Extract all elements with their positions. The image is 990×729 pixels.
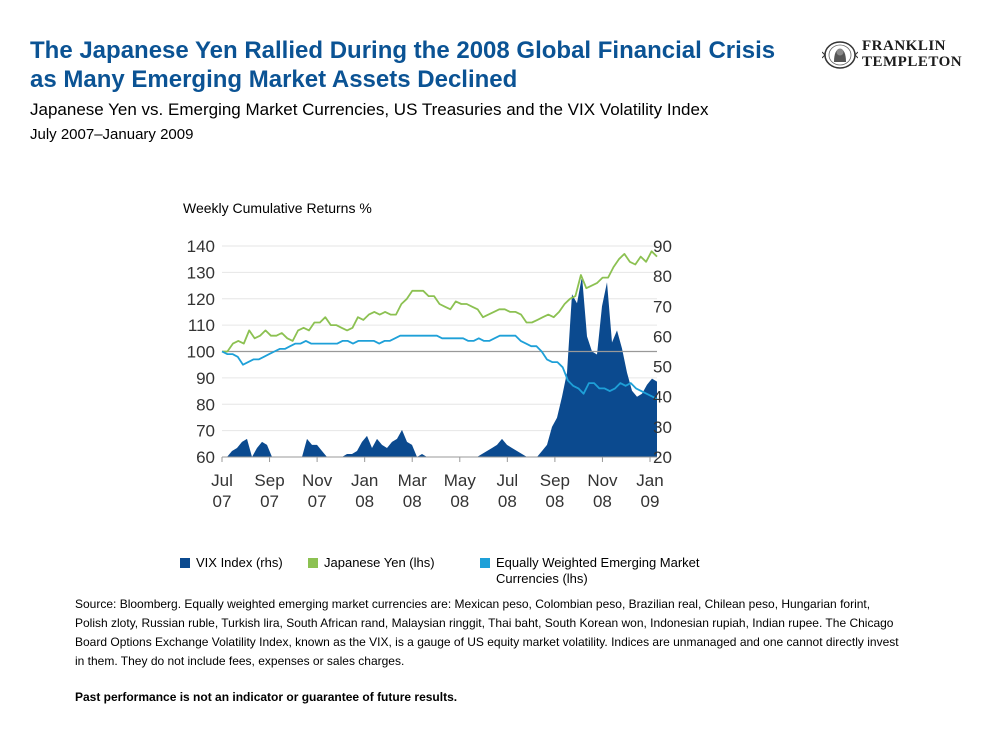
y-right-tick-label: 70 xyxy=(653,297,672,316)
y-axis-title: Weekly Cumulative Returns % xyxy=(183,200,372,216)
legend-swatch-em xyxy=(480,558,490,568)
y-right-tick-label: 20 xyxy=(653,448,672,467)
legend-item-em: Equally Weighted Emerging Market Currenc… xyxy=(480,555,740,587)
date-range: July 2007–January 2009 xyxy=(30,126,194,143)
x-tick-label-year: 07 xyxy=(213,492,232,511)
x-tick-label-month: Jul xyxy=(211,471,233,490)
x-tick-label-month: Nov xyxy=(587,471,618,490)
y-right-tick-label: 40 xyxy=(653,388,672,407)
x-tick-label-year: 08 xyxy=(450,492,469,511)
y-left-tick-label: 110 xyxy=(188,316,215,335)
y-left-tick-label: 80 xyxy=(196,395,215,414)
y-right-tick-label: 80 xyxy=(653,267,672,286)
y-left-tick-label: 60 xyxy=(196,448,215,467)
legend-swatch-vix xyxy=(180,558,190,568)
x-tick-label-month: Jan xyxy=(351,471,378,490)
disclaimer: Past performance is not an indicator or … xyxy=(75,690,458,704)
vix-area-layer xyxy=(222,276,657,457)
x-tick-label-month: May xyxy=(444,471,477,490)
x-tick-label-year: 08 xyxy=(355,492,374,511)
legend-label-em: Equally Weighted Emerging Market Currenc… xyxy=(496,555,700,586)
legend-swatch-yen xyxy=(308,558,318,568)
logo-line-2: TEMPLETON xyxy=(862,54,963,70)
logo-line-1: FRANKLIN xyxy=(862,38,947,54)
x-tick-label-year: 08 xyxy=(545,492,564,511)
y-right-tick-label: 90 xyxy=(653,237,672,256)
y-right-tick-label: 60 xyxy=(653,327,672,346)
franklin-templeton-logo: FRANKLIN TEMPLETON xyxy=(822,38,982,74)
legend-label-vix: VIX Index (rhs) xyxy=(196,555,283,570)
x-tick-label-month: Sep xyxy=(540,471,570,490)
y-left-tick-label: 100 xyxy=(187,343,215,362)
lines-layer xyxy=(221,250,658,400)
legend-label-yen: Japanese Yen (lhs) xyxy=(324,555,435,570)
x-tick-label-month: Nov xyxy=(302,471,333,490)
series-yen-line xyxy=(222,250,658,353)
x-tick-label-year: 08 xyxy=(498,492,517,511)
x-tick-label-month: Jul xyxy=(496,471,518,490)
page-subtitle: Japanese Yen vs. Emerging Market Currenc… xyxy=(30,100,709,119)
series-vix-area xyxy=(222,276,657,457)
x-tick-label-month: Sep xyxy=(254,471,284,490)
x-tick-label-year: 09 xyxy=(641,492,660,511)
franklin-portrait-icon xyxy=(822,41,858,69)
y-left-tick-label: 130 xyxy=(187,263,215,282)
legend-item-vix: VIX Index (rhs) xyxy=(180,555,283,570)
page-title: The Japanese Yen Rallied During the 2008… xyxy=(30,37,776,93)
legend-item-yen: Japanese Yen (lhs) xyxy=(308,555,435,570)
x-tick-label-year: 07 xyxy=(260,492,279,511)
axes-layer: 60 70 80 90 100 110 120 130 140 20 30 40 50 60 70 80 90 J… xyxy=(187,237,672,511)
x-tick-label-year: 08 xyxy=(593,492,612,511)
y-right-tick-label: 50 xyxy=(653,358,672,377)
x-tick-label-month: Jan xyxy=(636,471,663,490)
x-tick-label-year: 08 xyxy=(403,492,422,511)
source-note: Source: Bloomberg. Equally weighted emer… xyxy=(75,597,899,668)
series-em-line xyxy=(221,334,658,400)
y-left-tick-label: 140 xyxy=(187,237,215,256)
x-tick-label-year: 07 xyxy=(308,492,327,511)
x-tick-label-month: Mar xyxy=(398,471,428,490)
y-right-tick-label: 30 xyxy=(653,418,672,437)
y-left-tick-label: 120 xyxy=(187,290,215,309)
y-left-tick-label: 90 xyxy=(196,369,215,388)
y-left-tick-label: 70 xyxy=(196,422,215,441)
